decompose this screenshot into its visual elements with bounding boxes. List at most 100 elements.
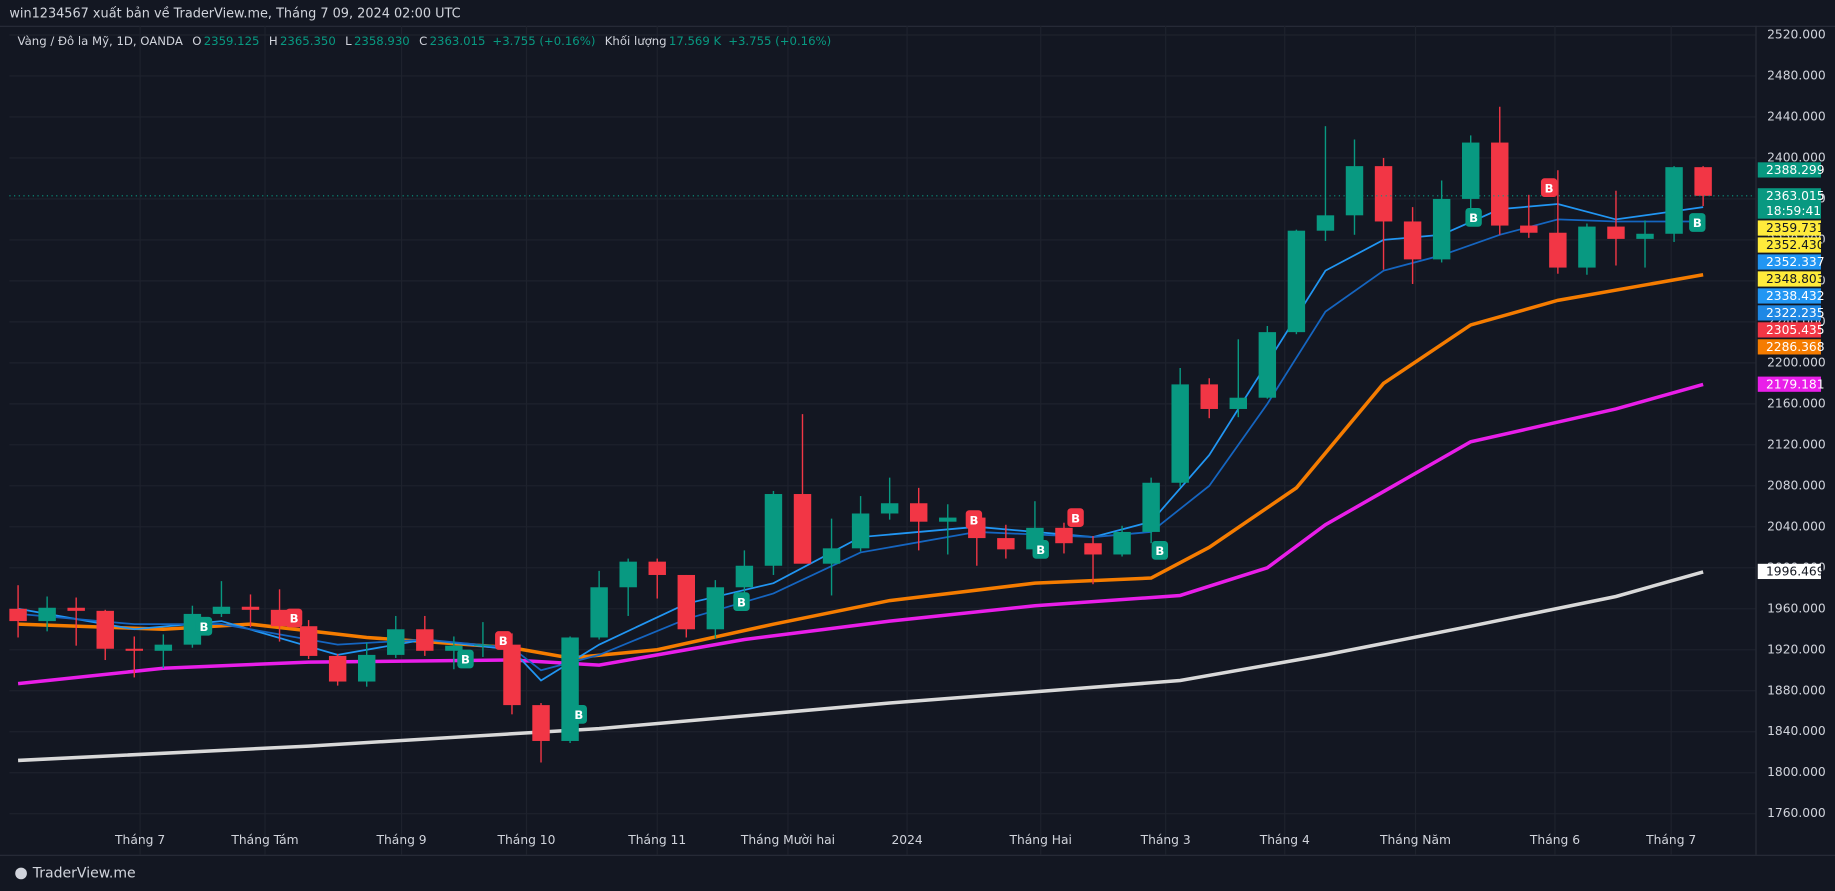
price-tag-label: 2286.368 [1766,340,1825,354]
candle-body [822,548,841,564]
legend-key: L [345,33,352,47]
price-tag-label: 2348.803 [1766,272,1825,286]
y-tick-label: 2040.000 [1767,519,1826,533]
candle-body [212,606,231,614]
y-tick-label: 1920.000 [1767,642,1826,656]
price-tag [1757,288,1821,304]
price-tag-label: 2352.430 [1766,238,1825,252]
signal-label: B [737,595,746,609]
candle-body [532,705,550,741]
price-tag-label: 2322.235 [1766,306,1825,320]
signal-marker [1032,539,1049,559]
candle-body [328,655,347,682]
candle-body [1607,226,1625,239]
moving-average [18,273,1704,660]
signal-marker [1465,208,1482,227]
price-tag [1757,339,1821,355]
x-tick-label: Tháng 6 [1529,833,1580,847]
x-tick-label: Tháng 9 [376,833,427,847]
candle-body [1316,215,1335,231]
candle-body [648,561,666,575]
candle-body [67,607,85,611]
signal-label: B [1693,216,1702,230]
candle-body [416,629,434,651]
signal-label: B [200,620,209,634]
y-tick-label: 1760.000 [1767,806,1826,820]
candle-body [997,538,1015,550]
candle-body [1491,142,1509,226]
signal-marker [285,608,303,628]
candle-body [1665,167,1683,234]
signal-label: B [1155,544,1164,558]
candle-body [1113,531,1131,555]
signal-marker [965,510,983,530]
price-tag [1757,376,1821,392]
price-tag-label: 2305.435 [1766,323,1825,337]
signal-label: B [969,513,978,527]
candle-body [503,644,521,706]
candle-body [764,494,783,566]
x-tick-label: 2024 [891,833,922,847]
signal-marker [495,631,512,650]
y-tick-label: 2200.000 [1767,355,1826,369]
candle-body [96,610,114,649]
price-tag [1757,237,1821,253]
price-tag [1757,220,1821,236]
candle-body [357,654,376,682]
y-tick-label: 1960.000 [1767,601,1826,615]
signal-marker [1540,178,1558,198]
candles [9,106,1712,763]
x-tick-label: Tháng Năm [1379,833,1451,847]
candle-body [793,494,812,564]
x-tick-label: Tháng 3 [1140,833,1191,847]
x-tick-label: Tháng Tám [230,833,298,847]
signal-marker [733,592,750,611]
signal-label: B [461,653,470,667]
price-tag [1757,188,1821,219]
candle-body [270,609,289,627]
legend-key: H [269,33,278,47]
legend-symbol: Vàng / Đô la Mỹ, 1D, OANDA [18,33,183,47]
x-tick-label: Tháng Mười hai [740,833,835,847]
legend-key: C [419,33,427,47]
y-tick-label: 2160.000 [1767,396,1826,410]
candle-body [1520,225,1538,233]
candle-body [735,565,754,588]
candle-body [1636,233,1654,239]
candle-body [939,517,957,522]
legend-value: 2365.350 [280,33,336,47]
candle-body [1229,397,1248,409]
y-tick-label: 1800.000 [1767,765,1826,779]
candle-body [1055,527,1073,544]
y-tick-label: 2440.000 [1767,109,1826,123]
y-tick-label: 2400.000 [1767,150,1826,164]
signal-label: B [1469,211,1478,225]
x-tick-label: Tháng 7 [114,833,165,847]
signal-marker [195,616,213,636]
candle-body [1142,482,1160,532]
candle-body [125,648,144,651]
footer: TraderView.me [32,865,136,881]
candle-body [1345,166,1364,216]
y-tick-label: 2480.000 [1767,68,1826,82]
candle-body [387,629,405,655]
price-countdown: 18:59:41 [1766,204,1821,218]
candle-body [706,587,725,630]
candle-body [561,637,579,741]
candle-body [474,644,492,646]
y-tick-label: 2120.000 [1767,437,1826,451]
price-tag-label: 1996.469 [1766,565,1825,579]
candle-body [1171,384,1189,483]
price-tag [1757,305,1821,321]
price-tag-label: 2338.432 [1766,289,1825,303]
candle-body [590,587,608,638]
candle-body [38,607,56,622]
price-tag [1757,322,1821,338]
y-tick-label: 1840.000 [1767,724,1826,738]
candle-body [1549,232,1567,268]
price-tag [1757,271,1821,287]
candle-body [1374,166,1393,222]
signal-marker [457,649,474,669]
